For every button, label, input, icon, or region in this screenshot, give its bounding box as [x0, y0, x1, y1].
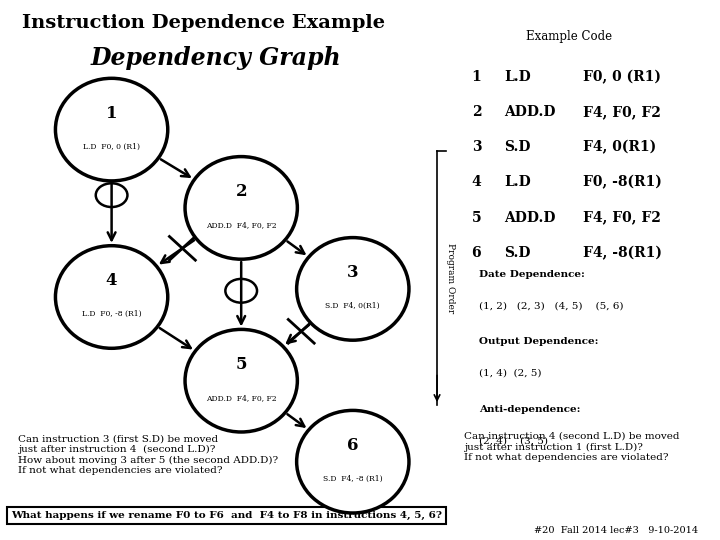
Text: 2: 2: [235, 183, 247, 200]
Text: 2: 2: [472, 105, 481, 119]
Text: Anti-dependence:: Anti-dependence:: [479, 405, 580, 414]
Text: Dependency Graph: Dependency Graph: [91, 46, 341, 70]
Text: (2, 4)    (3, 5): (2, 4) (3, 5): [479, 436, 548, 446]
Text: F4, -8(R1): F4, -8(R1): [583, 246, 662, 260]
Text: L.D: L.D: [504, 176, 531, 190]
Text: Example Code: Example Code: [526, 30, 612, 43]
Ellipse shape: [297, 238, 409, 340]
Ellipse shape: [297, 410, 409, 513]
Text: Output Dependence:: Output Dependence:: [479, 338, 598, 347]
Text: L.D: L.D: [504, 70, 531, 84]
Text: 6: 6: [347, 437, 359, 454]
Text: 6: 6: [472, 246, 481, 260]
Text: L.D  F0, 0 (R1): L.D F0, 0 (R1): [83, 143, 140, 151]
Text: 1: 1: [472, 70, 482, 84]
Text: F4, 0(R1): F4, 0(R1): [583, 140, 657, 154]
Text: 3: 3: [347, 264, 359, 281]
Text: Can instruction 4 (second L.D) be moved
just after instruction 1 (first L.D)?
If: Can instruction 4 (second L.D) be moved …: [464, 432, 680, 462]
Text: (1, 4)  (2, 5): (1, 4) (2, 5): [479, 369, 541, 378]
Text: What happens if we rename F0 to F6  and  F4 to F8 in instructions 4, 5, 6?: What happens if we rename F0 to F6 and F…: [12, 511, 442, 520]
Text: Date Dependence:: Date Dependence:: [479, 270, 585, 279]
Text: F0, -8(R1): F0, -8(R1): [583, 176, 662, 190]
Text: Instruction Dependence Example: Instruction Dependence Example: [22, 14, 384, 31]
Text: 1: 1: [106, 105, 117, 122]
Text: 4: 4: [106, 272, 117, 289]
Ellipse shape: [185, 329, 297, 432]
Ellipse shape: [185, 157, 297, 259]
Text: F4, F0, F2: F4, F0, F2: [583, 105, 661, 119]
Text: 5: 5: [472, 211, 481, 225]
Text: ADD.D  F4, F0, F2: ADD.D F4, F0, F2: [206, 394, 276, 402]
Text: ADD.D: ADD.D: [504, 105, 556, 119]
Text: ADD.D  F4, F0, F2: ADD.D F4, F0, F2: [206, 221, 276, 229]
Text: L.D  F0, -8 (R1): L.D F0, -8 (R1): [82, 310, 141, 318]
Text: Can instruction 3 (first S.D) be moved
just after instruction 4  (second L.D)?
H: Can instruction 3 (first S.D) be moved j…: [18, 435, 278, 475]
Ellipse shape: [55, 246, 168, 348]
Text: 4: 4: [472, 176, 482, 190]
Text: F4, F0, F2: F4, F0, F2: [583, 211, 661, 225]
Text: F0, 0 (R1): F0, 0 (R1): [583, 70, 661, 84]
Ellipse shape: [55, 78, 168, 181]
Text: Program Order: Program Order: [446, 243, 455, 313]
Text: #20  Fall 2014 lec#3   9-10-2014: #20 Fall 2014 lec#3 9-10-2014: [534, 525, 698, 535]
Text: 5: 5: [235, 356, 247, 373]
Text: 3: 3: [472, 140, 481, 154]
Text: ADD.D: ADD.D: [504, 211, 556, 225]
Text: (1, 2)   (2, 3)   (4, 5)    (5, 6): (1, 2) (2, 3) (4, 5) (5, 6): [479, 301, 624, 310]
Text: S.D  F4, 0(R1): S.D F4, 0(R1): [325, 302, 380, 310]
Text: S.D: S.D: [504, 246, 531, 260]
Text: S.D: S.D: [504, 140, 531, 154]
Text: S.D  F4, -8 (R1): S.D F4, -8 (R1): [323, 475, 382, 483]
